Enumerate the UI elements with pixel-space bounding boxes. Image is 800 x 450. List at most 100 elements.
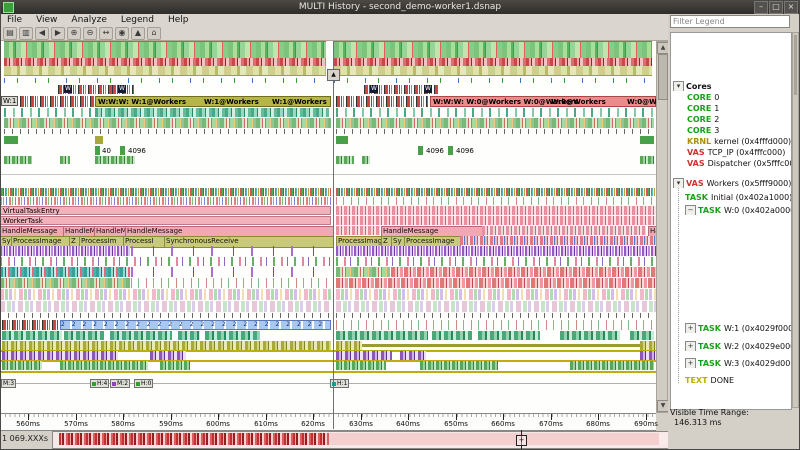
forward-icon[interactable]: ▶: [51, 27, 65, 40]
trace-segment[interactable]: [20, 96, 94, 107]
trace-segment[interactable]: [336, 108, 654, 117]
trace-vertical-scrollbar[interactable]: ▲ ▼: [656, 41, 669, 413]
trace-segment[interactable]: [4, 118, 331, 128]
trace-segment[interactable]: [60, 156, 70, 164]
zoom-in-icon[interactable]: ⊕: [67, 27, 81, 40]
trace-segment[interactable]: [630, 331, 654, 340]
chevron-down-icon[interactable]: ▾: [673, 81, 684, 91]
trace-segment[interactable]: [0, 313, 331, 318]
trace-segment[interactable]: [58, 85, 130, 94]
trace-segment[interactable]: [4, 108, 92, 117]
go-top-icon[interactable]: ▲: [131, 27, 145, 40]
legend-item-core3[interactable]: CORE 3: [687, 126, 719, 136]
legend-item-task-w2[interactable]: + TASK W:2 (0x4029e000): [685, 341, 791, 351]
legend-scrollbar[interactable]: [792, 32, 799, 408]
trace-segment[interactable]: [640, 156, 654, 164]
trace-segment[interactable]: [432, 331, 472, 340]
trace-segment[interactable]: [336, 216, 656, 225]
trace-segment[interactable]: [336, 197, 656, 205]
trace-segment[interactable]: [640, 341, 656, 350]
trace-segment[interactable]: [336, 267, 390, 277]
legend-item-workers[interactable]: ▾ VAS Workers (0x5fff9000): [673, 178, 791, 188]
trace-segment[interactable]: [4, 58, 326, 66]
trace-segment[interactable]: [640, 351, 656, 360]
marker-tag[interactable]: H:0: [134, 379, 154, 388]
menu-analyze[interactable]: Analyze: [71, 15, 107, 25]
trace-segment[interactable]: [560, 331, 620, 340]
menu-help[interactable]: Help: [167, 15, 189, 25]
trace-segment[interactable]: [178, 331, 200, 340]
trace-segment[interactable]: [64, 331, 104, 340]
worker1-run-bar[interactable]: W:W:W: W:1@Workers W:1@Workers W:1@Worke…: [95, 96, 331, 107]
trace-segment[interactable]: [95, 108, 329, 117]
legend-item-task-w3[interactable]: + TASK W:3 (0x4029d000): [685, 358, 791, 368]
collapse-icon[interactable]: −: [685, 205, 696, 215]
trace-segment[interactable]: [2, 331, 62, 340]
scrollbar-up-arrow[interactable]: ▲: [657, 42, 669, 54]
trace-segment[interactable]: [2, 361, 42, 370]
trace-segment[interactable]: [2, 320, 58, 330]
trace-pane[interactable]: W W W W W:1 W:W:W: W:1@Workers W:1@Worke…: [0, 41, 657, 413]
trace-segment[interactable]: [336, 289, 656, 300]
maximize-button[interactable]: □: [769, 0, 783, 14]
minimize-button[interactable]: –: [754, 0, 768, 14]
back-icon[interactable]: ◀: [35, 27, 49, 40]
time-ruler[interactable]: 560ms 570ms 580ms 590ms 600ms 610ms 620m…: [0, 413, 658, 431]
trace-segment[interactable]: [334, 78, 652, 83]
trace-segment[interactable]: [4, 136, 18, 144]
trace-segment[interactable]: [420, 361, 498, 370]
trace-segment[interactable]: [336, 156, 354, 164]
trace-segment[interactable]: [336, 351, 392, 360]
trace-segment[interactable]: [0, 278, 130, 288]
event-tag[interactable]: W: [118, 85, 126, 93]
search-icon[interactable]: ◉: [115, 27, 129, 40]
scrollbar-thumb[interactable]: [658, 54, 668, 100]
trace-segment[interactable]: [131, 278, 331, 288]
trace-segment[interactable]: [336, 96, 428, 107]
task-tag[interactable]: W:1: [1, 96, 19, 106]
call-band[interactable]: WorkerTask: [0, 216, 331, 225]
trace-segment[interactable]: [0, 289, 331, 300]
scroll-up-button[interactable]: ▲: [327, 69, 340, 81]
trace-segment[interactable]: [150, 351, 186, 360]
trace-segment[interactable]: [336, 257, 656, 266]
trace-segment[interactable]: [336, 246, 656, 256]
trace-segment[interactable]: [336, 226, 380, 235]
home-icon[interactable]: ⌂: [147, 27, 161, 40]
legend-item-core0[interactable]: CORE 0: [687, 93, 719, 103]
marker-tag[interactable]: H:4: [90, 379, 110, 388]
legend-item-text-done[interactable]: TEXT DONE: [685, 376, 734, 386]
trace-segment[interactable]: [334, 58, 652, 66]
trace-segment[interactable]: [336, 331, 428, 340]
trace-segment[interactable]: [336, 136, 348, 144]
expand-icon[interactable]: +: [685, 341, 696, 351]
trace-segment[interactable]: [0, 257, 331, 266]
trace-segment[interactable]: [0, 188, 331, 196]
trace-segment[interactable]: [4, 78, 326, 83]
save-icon[interactable]: ▥: [19, 27, 33, 40]
trace-segment[interactable]: [95, 136, 103, 144]
minimap-cursor-line[interactable]: [521, 430, 522, 449]
expand-icon[interactable]: +: [685, 358, 696, 368]
trace-segment[interactable]: [334, 66, 652, 76]
close-button[interactable]: ×: [784, 0, 798, 14]
trace-segment[interactable]: [336, 313, 656, 318]
trace-segment[interactable]: [418, 146, 423, 155]
trace-segment[interactable]: [0, 267, 130, 277]
trace-segment[interactable]: [482, 226, 646, 235]
trace-segment[interactable]: [0, 246, 130, 256]
trace-segment[interactable]: [95, 156, 135, 164]
expand-icon[interactable]: +: [685, 323, 696, 333]
trace-segment[interactable]: [364, 85, 438, 94]
zoom-out-icon[interactable]: ⊖: [83, 27, 97, 40]
trace-segment[interactable]: [2, 341, 331, 350]
worker0-run-bar[interactable]: W:W:W: W:0@Workers W:0@Workers W:0@Worke…: [430, 96, 656, 107]
legend-scrollbar-thumb[interactable]: [794, 35, 797, 95]
legend-item-task-w0[interactable]: − TASK W:0 (0x402a0000): [685, 205, 791, 215]
message-count-band[interactable]: 2 2 2 2 2 2 2 2 2 2 2 2 2 2 2 2 2 2 2 2 …: [60, 320, 331, 330]
trace-segment[interactable]: [336, 278, 656, 288]
trace-segment[interactable]: [336, 301, 656, 312]
trace-segment[interactable]: [4, 129, 331, 134]
trace-segment[interactable]: [0, 197, 331, 205]
trace-segment[interactable]: [110, 331, 172, 340]
